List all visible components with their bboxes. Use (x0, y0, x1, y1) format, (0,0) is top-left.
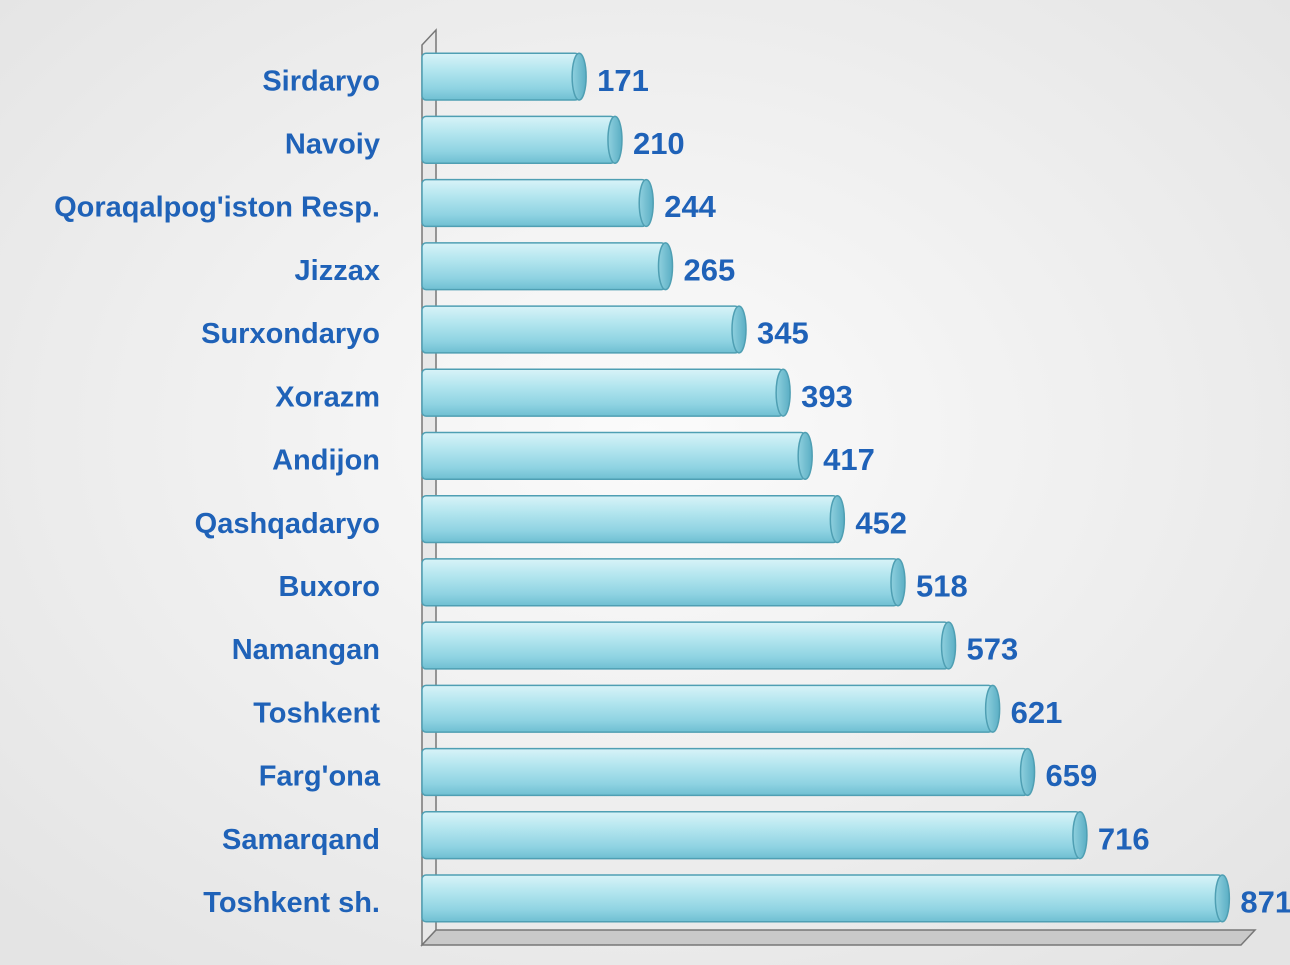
bar (421, 494, 839, 544)
category-label: Qashqadaryo (195, 508, 380, 540)
bar (421, 684, 994, 733)
bar-cap (638, 178, 654, 228)
category-label: Samarqand (222, 824, 380, 856)
category-label: Buxoro (279, 571, 381, 603)
bar (421, 621, 950, 670)
category-label: Xorazm (275, 381, 380, 413)
bar-cap (829, 494, 846, 544)
value-label: 171 (597, 63, 649, 98)
category-label: Navoiy (285, 128, 380, 160)
bar-cap (797, 431, 813, 481)
category-label: Sirdaryo (262, 65, 380, 97)
category-label: Farg'ona (259, 761, 381, 793)
value-label: 345 (757, 316, 809, 351)
bar (421, 115, 616, 164)
bar (421, 242, 667, 291)
bar (421, 747, 1029, 797)
category-label: Andijon (272, 445, 380, 477)
bar-cap (1072, 811, 1088, 860)
category-label: Toshkent (253, 697, 380, 729)
bar-cap (890, 558, 906, 607)
bar (421, 305, 740, 354)
bar-cap (607, 115, 623, 164)
bar-cap (984, 684, 1001, 733)
bar-cap (1214, 874, 1231, 923)
value-label: 417 (823, 442, 875, 477)
bar (421, 368, 784, 417)
bar-cap (571, 52, 587, 101)
value-label: 393 (801, 379, 853, 414)
value-label: 716 (1098, 821, 1150, 856)
value-label: 265 (684, 252, 736, 287)
bar (421, 558, 899, 607)
bar-cap (940, 621, 957, 670)
axis-wall (421, 28, 437, 947)
value-label: 210 (633, 126, 685, 161)
category-label: Qoraqalpog'iston Resp. (54, 192, 380, 224)
value-label: 452 (855, 505, 907, 540)
value-label: 659 (1046, 758, 1098, 793)
bar-cap (657, 242, 674, 291)
value-label: 244 (664, 189, 716, 224)
category-label: Toshkent sh. (203, 887, 380, 919)
value-label: 871 (1240, 885, 1290, 920)
bar (421, 811, 1081, 860)
value-label: 518 (916, 569, 968, 604)
bar-cap (1019, 747, 1036, 797)
category-label: Jizzax (295, 255, 380, 287)
bar (421, 52, 580, 101)
category-label: Namangan (232, 634, 380, 666)
category-label: Surxondaryo (201, 318, 380, 350)
bar (421, 874, 1224, 923)
value-label: 573 (967, 632, 1019, 667)
bar-cap (731, 305, 747, 354)
axis-floor (420, 929, 1257, 946)
bar (421, 178, 647, 228)
value-label: 621 (1011, 695, 1063, 730)
bar (421, 431, 806, 481)
bar-cap (775, 368, 791, 417)
